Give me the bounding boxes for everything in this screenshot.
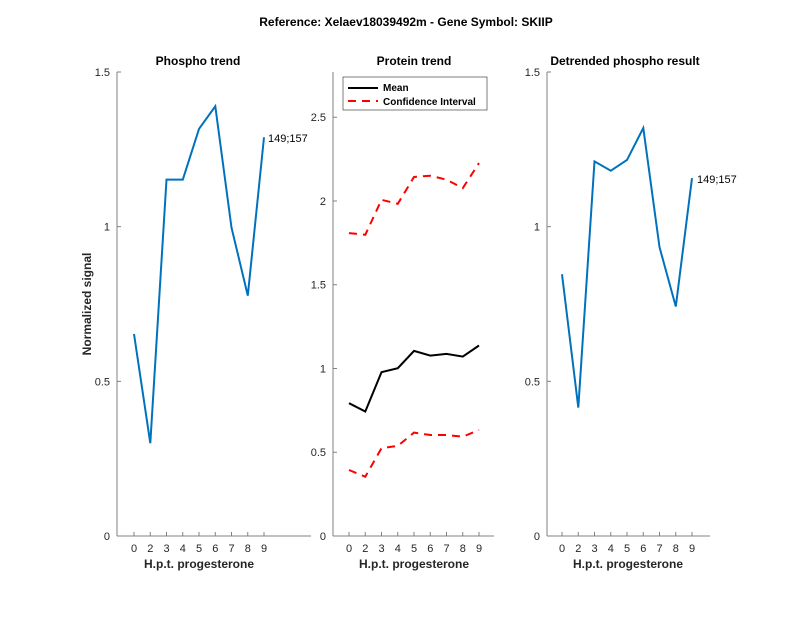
- y-tick-label: 0: [104, 531, 110, 543]
- x-tick-label: 6: [212, 543, 218, 555]
- protein-trend-chart: Protein trend H.p.t. progesterone 0 0.5 1 1…: [311, 54, 494, 571]
- x-tick-label: 4: [395, 543, 401, 555]
- y-tick-label: 0.5: [95, 376, 110, 388]
- x-tick-label: 0: [131, 543, 137, 555]
- y-tick-label: 0: [320, 531, 326, 543]
- x-tick-label: 9: [476, 543, 482, 555]
- x-axis-label: H.p.t. progesterone: [359, 557, 469, 571]
- x-tick-label: 5: [624, 543, 630, 555]
- x-tick-label: 0: [559, 543, 565, 555]
- x-tick-label: 9: [689, 543, 695, 555]
- legend-box: [342, 76, 488, 111]
- x-tick-label: 2: [362, 543, 368, 555]
- x-axis-label: H.p.t. progesterone: [144, 557, 254, 571]
- y-tick-label: 1: [534, 222, 540, 234]
- y-tick-label: 0.5: [311, 447, 326, 459]
- y-tick-label: 1.5: [95, 67, 110, 79]
- y-tick-label: 2: [320, 196, 326, 208]
- x-tick-label: 6: [640, 543, 646, 555]
- x-tick-label: 8: [460, 543, 466, 555]
- x-tick-label: 5: [411, 543, 417, 555]
- y-axis-label: Normalized signal: [80, 253, 94, 356]
- y-tick-label: 0.5: [525, 376, 540, 388]
- x-tick-label: 8: [245, 543, 251, 555]
- legend: Mean Confidence Interval: [342, 76, 488, 111]
- y-tick-label: 1.5: [525, 67, 540, 79]
- chart-title: Phospho trend: [156, 54, 241, 68]
- x-tick-label: 7: [228, 543, 234, 555]
- chart-title: Detrended phospho result: [550, 54, 699, 68]
- chart-title: Protein trend: [377, 54, 452, 68]
- x-tick-label: 9: [261, 543, 267, 555]
- y-tick-label: 1.5: [311, 280, 326, 292]
- x-axis-label: H.p.t. progesterone: [573, 557, 683, 571]
- x-tick-label: 7: [656, 543, 662, 555]
- x-tick-label: 3: [591, 543, 597, 555]
- series-annotation: 149;157: [697, 174, 737, 186]
- x-tick-label: 4: [180, 543, 186, 555]
- x-tick-label: 5: [196, 543, 202, 555]
- phospho-trend-chart: Phospho trend H.p.t. progesterone Normal…: [80, 54, 311, 571]
- series-annotation: 149;157: [268, 133, 308, 145]
- y-tick-label: 1: [320, 363, 326, 375]
- legend-mean-label: Mean: [383, 83, 409, 94]
- legend-ci-label: Confidence Interval: [383, 97, 476, 108]
- x-tick-label: 2: [575, 543, 581, 555]
- x-tick-label: 7: [443, 543, 449, 555]
- x-tick-label: 3: [378, 543, 384, 555]
- detrended-phospho-chart: Detrended phospho result H.p.t. progeste…: [525, 54, 737, 571]
- x-tick-label: 0: [346, 543, 352, 555]
- x-tick-label: 6: [427, 543, 433, 555]
- y-tick-label: 0: [534, 531, 540, 543]
- x-tick-label: 3: [163, 543, 169, 555]
- figure-title: Reference: Xelaev18039492m - Gene Symbol…: [259, 15, 552, 29]
- x-tick-label: 4: [608, 543, 614, 555]
- y-tick-label: 2.5: [311, 112, 326, 124]
- y-tick-label: 1: [104, 222, 110, 234]
- x-tick-label: 2: [147, 543, 153, 555]
- x-tick-label: 8: [673, 543, 679, 555]
